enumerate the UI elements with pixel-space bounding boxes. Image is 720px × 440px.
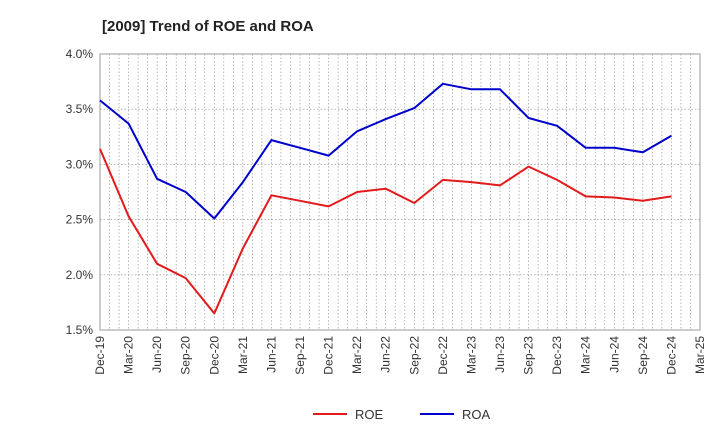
- x-tick-label: Sep-24: [636, 336, 650, 375]
- y-axis: 1.5% 2.0% 2.5% 3.0% 3.5% 4.0%: [66, 47, 94, 337]
- x-tick-label: Sep-22: [407, 336, 421, 375]
- x-tick-label: Sep-20: [179, 336, 193, 375]
- x-tick-label: Jun-21: [264, 336, 278, 373]
- x-tick-label: Sep-21: [293, 336, 307, 375]
- legend-label-roe: ROE: [355, 407, 384, 422]
- y-tick-label: 2.0%: [66, 268, 94, 282]
- series-line-roe: [99, 148, 672, 315]
- y-tick-label: 1.5%: [66, 323, 94, 337]
- x-tick-label: Jun-20: [150, 336, 164, 373]
- x-axis: Dec-19 Mar-20 Jun-20 Sep-20 Dec-20 Mar-21 Jun-…: [93, 336, 707, 375]
- x-tick-label: Mar-20: [122, 336, 136, 374]
- x-tick-label: Mar-25: [693, 336, 707, 374]
- y-tick-label: 3.0%: [66, 157, 94, 171]
- series-line-roa: [99, 82, 672, 220]
- x-tick-label: Dec-19: [93, 336, 107, 375]
- x-tick-label: Mar-23: [464, 336, 478, 374]
- x-tick-label: Jun-22: [379, 336, 393, 373]
- x-tick-label: Dec-24: [664, 336, 678, 375]
- chart-title: [2009] Trend of ROE and ROA: [102, 18, 314, 35]
- y-tick-label: 4.0%: [66, 47, 94, 61]
- x-tick-label: Sep-23: [522, 336, 536, 375]
- legend: ROE ROA: [313, 407, 491, 422]
- x-tick-label: Dec-21: [322, 336, 336, 375]
- x-tick-label: Jun-23: [493, 336, 507, 373]
- x-tick-label: Mar-21: [236, 336, 250, 374]
- y-tick-label: 3.5%: [66, 102, 94, 116]
- plot-area: [99, 53, 701, 331]
- y-tick-label: 2.5%: [66, 213, 94, 227]
- x-tick-label: Dec-22: [436, 336, 450, 375]
- x-tick-label: Dec-20: [207, 336, 221, 375]
- x-tick-label: Mar-22: [350, 336, 364, 374]
- legend-label-roa: ROA: [462, 407, 491, 422]
- x-tick-label: Mar-24: [579, 336, 593, 374]
- grid-lines: [100, 54, 700, 330]
- series-lines: [99, 82, 672, 315]
- x-tick-label: Dec-23: [550, 336, 564, 375]
- x-tick-label: Jun-24: [607, 336, 621, 373]
